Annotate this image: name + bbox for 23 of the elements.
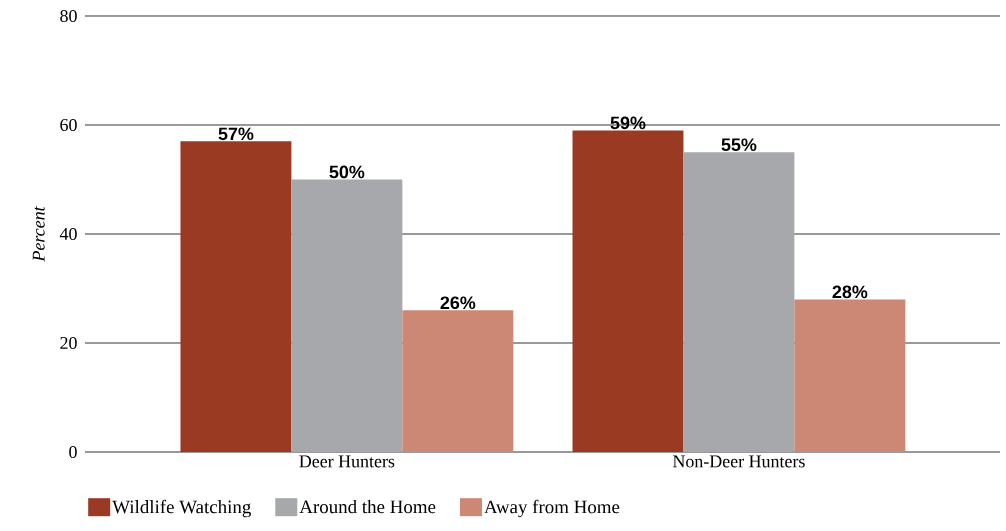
data-label: 55% [721,138,757,152]
data-label: 57% [218,127,254,141]
data-label: 28% [832,285,868,299]
bar [794,299,906,452]
y-tick-label: 80 [60,9,77,23]
y-tick-label: 40 [59,227,77,241]
bar [572,130,684,452]
bar [180,141,292,452]
bar [291,179,403,452]
bar [402,310,514,452]
bar [683,152,795,452]
y-tick-label: 60 [60,118,77,132]
data-label: 59% [610,116,646,130]
data-label: 26% [440,296,476,310]
y-tick-label: 0 [69,445,77,459]
legend-label: Around the Home [299,499,436,514]
legend-label: Away from Home [484,499,620,518]
y-tick-label: 20 [60,336,77,350]
legend-label: Wildlife Watching [112,499,251,518]
x-tick-label: Deer Hunters [299,455,395,468]
data-label: 50% [329,165,365,179]
y-axis-title: Percent [32,206,45,262]
x-tick-label: Non-Deer Hunters [672,455,805,468]
